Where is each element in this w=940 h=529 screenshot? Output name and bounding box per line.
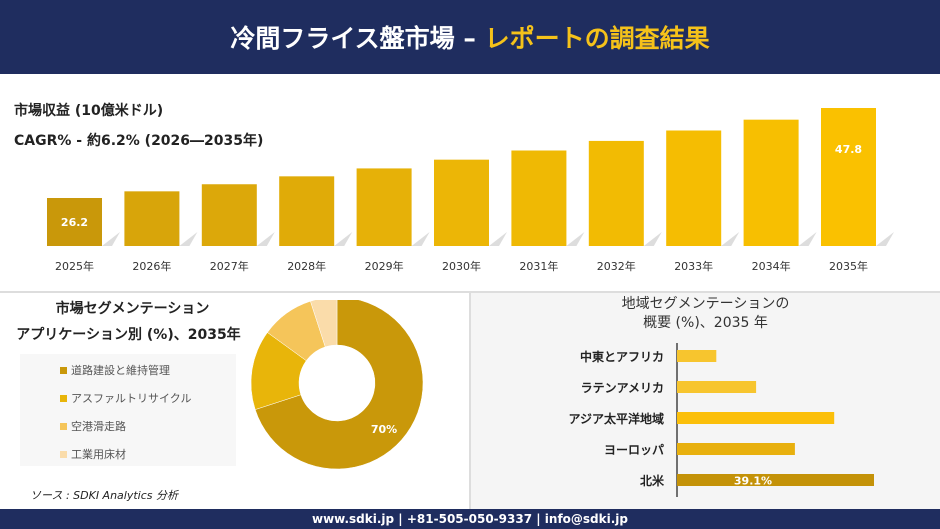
footer-contact: www.sdki.jp | +81-505-050-9337 | info@sd…: [0, 509, 940, 529]
bar-2030年: [434, 159, 489, 246]
region-bar: [677, 474, 874, 486]
bar-2026年: [124, 191, 180, 246]
legend-label: アスファルトリサイクル: [71, 392, 192, 405]
title-main: 冷間フライス盤市場 –: [230, 24, 476, 53]
legend-item: 空港滑走路: [60, 418, 126, 434]
legend-label: 工業用床材: [71, 448, 126, 461]
bar-2027年: [201, 184, 257, 246]
region-bar: [677, 350, 717, 362]
legend-label: 空港滑走路: [71, 420, 126, 433]
bar-shadow: [643, 232, 662, 246]
x-tick-label: 2031年: [519, 259, 558, 273]
bar-shadow: [566, 232, 585, 246]
bar-shadow: [798, 232, 817, 246]
application-donut-chart: 70%: [250, 300, 424, 470]
region-title-line2: 概要 (%)、2035 年: [643, 315, 768, 331]
revenue-label: 市場収益 (10億米ドル): [14, 103, 164, 119]
bar-shadow: [721, 232, 740, 246]
bar-2029年: [356, 168, 412, 246]
legend-label: 道路建設と維持管理: [71, 364, 170, 377]
region-title-line1: 地域セグメンテーションの: [621, 296, 790, 312]
source-note: ソース : SDKI Analytics 分析: [30, 489, 179, 502]
region-panel: 地域セグメンテーションの 概要 (%)、2035 年 中東とアフリカ ラテンアメリ…: [471, 293, 940, 509]
bar-2031年: [511, 150, 567, 246]
region-bar-chart: 39.1%: [676, 343, 874, 497]
x-tick-label: 2027年: [210, 259, 249, 273]
x-tick-label: 2032年: [597, 259, 636, 273]
title-accent: レポートの調査結果: [484, 24, 710, 53]
header-banner: 冷間フライス盤市場 – レポートの調査結果: [0, 0, 940, 74]
bar-2032年: [588, 140, 644, 246]
bar-shadow: [256, 232, 275, 246]
x-tick-label: 2025年: [55, 259, 94, 273]
region-label: 北米: [639, 474, 664, 488]
bar-shadow: [876, 232, 894, 246]
bar-shadow: [411, 232, 430, 246]
donut-legend: 道路建設と維持管理アスファルトリサイクル 空港滑走路工業用床材: [20, 354, 236, 466]
legend-item: 工業用床材: [60, 446, 126, 462]
region-bar: [677, 412, 835, 424]
donut-slice-4: [310, 300, 338, 348]
segment-title-line2: アプリケーション別 (%)、2035年: [16, 327, 241, 343]
x-tick-label: 2033年: [674, 259, 713, 273]
donut-data-label: 70%: [371, 423, 397, 436]
region-label: ヨーロッパ: [603, 443, 664, 457]
bar-data-label: 47.8: [835, 143, 862, 156]
region-data-label: 39.1%: [734, 475, 772, 488]
legend-item: 道路建設と維持管理: [60, 362, 170, 378]
region-label: アジア太平洋地域: [568, 412, 664, 426]
x-tick-label: 2035年: [829, 259, 868, 273]
region-bar: [677, 381, 757, 393]
bar-data-label: 26.2: [61, 216, 88, 229]
bar-2035年: [821, 108, 876, 246]
revenue-bar-chart: 2025年 26.2 2026年 2027年 2028年 2029年 2030年 2031年 2…: [47, 108, 894, 273]
legend-swatch: [60, 450, 67, 458]
divider-vertical: [469, 291, 471, 509]
x-tick-label: 2034年: [752, 259, 791, 273]
segment-title-line1: 市場セグメンテーション: [55, 301, 210, 317]
region-label: ラテンアメリカ: [580, 381, 664, 395]
x-tick-label: 2028年: [287, 259, 326, 273]
donut-slice-1: [254, 300, 424, 470]
bar-2034年: [743, 119, 799, 246]
cagr-label: CAGR% - 約6.2% (2026―2035年): [14, 133, 264, 149]
bar-shadow: [489, 232, 507, 246]
bar-2025年: [47, 198, 102, 246]
bar-2028年: [279, 176, 335, 246]
legend-item: アスファルトリサイクル: [60, 390, 191, 406]
x-tick-label: 2030年: [442, 259, 481, 273]
bar-shadow: [334, 232, 353, 246]
region-bar: [677, 443, 795, 455]
bar-shadow: [179, 232, 198, 246]
region-title: 地域セグメンテーションの 概要 (%)、2035 年: [471, 295, 940, 333]
x-tick-label: 2026年: [132, 259, 171, 273]
segment-title: 市場セグメンテーション アプリケーション別 (%)、2035年: [16, 296, 245, 348]
legend-swatch: [60, 366, 67, 374]
bar-2033年: [666, 130, 722, 246]
x-tick-label: 2029年: [365, 259, 404, 273]
legend-swatch: [60, 394, 67, 402]
legend-swatch: [60, 422, 67, 430]
region-label: 中東とアフリカ: [579, 350, 664, 364]
bar-shadow: [102, 232, 120, 246]
